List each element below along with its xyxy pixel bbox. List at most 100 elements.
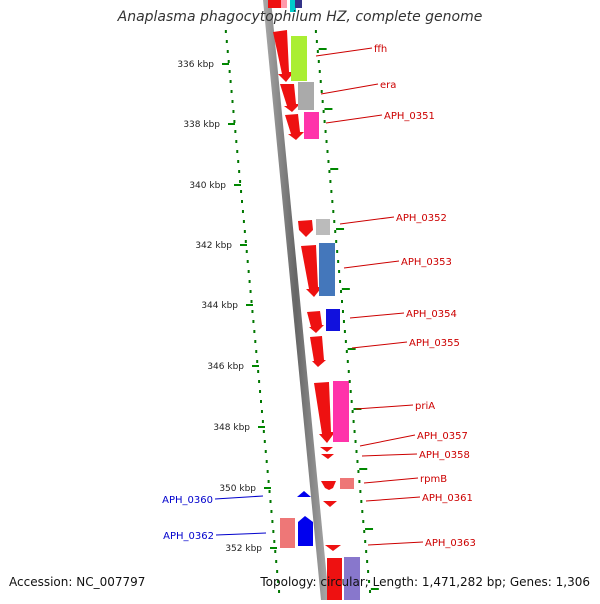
gene-label[interactable]: APH_0358 [419,450,470,461]
gene-label[interactable]: APH_0361 [422,493,473,504]
ring-dot [325,140,328,143]
ring-dot [363,530,366,533]
ring-dot [353,430,356,433]
ruler-ticks: 336 kbp 338 kbp 340 kbp 342 kbp 344 kbp 346 k… [177,60,277,554]
ring-dot [245,250,248,253]
ring-dot [274,550,277,553]
forward-feature-track [281,0,360,600]
feature-block [333,381,349,442]
ring-dash [318,48,327,50]
ring-dot [229,80,232,83]
ring-dot [367,570,370,573]
ring-dot [359,490,362,493]
ring-dot [323,120,326,123]
ring-dot [277,580,280,583]
gene-leader-line [367,541,424,546]
ruler-tick [252,365,259,367]
gene-label[interactable]: APH_0354 [406,309,457,320]
ruler-tick [240,244,247,246]
ring-dot [226,50,229,53]
ring-dot [324,130,327,133]
ring-dot [351,410,354,413]
ring-dot [349,390,352,393]
genome-backbone [263,0,329,600]
cds-arrow [321,481,336,490]
ring-dot [321,100,324,103]
gene-leader-line [325,114,383,124]
ring-dot [333,220,336,223]
feature-block [304,112,319,139]
gene-label[interactable]: APH_0353 [401,257,452,268]
ring-dot [261,420,264,423]
ring-dot [338,270,341,273]
ring-dot [269,500,272,503]
ring-dot [238,170,241,173]
cds-arrow [314,382,335,443]
gene-leader-line [320,83,379,95]
ring-dot [341,310,344,313]
ring-dash [336,228,345,230]
ring-dot [251,310,254,313]
ring-dot [227,60,230,63]
topology-label: Topology: circular; Length: 1,471,282 bp… [260,575,590,589]
ring-dot [336,250,339,253]
ring-dot [339,280,342,283]
cds-block [327,558,342,600]
ring-dot [230,90,233,93]
ring-dot [233,120,236,123]
ring-dot [254,340,257,343]
cds-block [268,0,282,8]
gene-label[interactable]: APH_0363 [425,538,476,549]
feature-block [316,219,330,235]
gene-leader-line [355,404,414,410]
ring-dot [260,400,262,403]
gene-leader-line [359,434,416,447]
ring-dot [329,180,332,183]
gene-label[interactable]: ffh [374,44,387,55]
gene-label[interactable]: APH_0360 [162,495,213,506]
gene-label[interactable]: APH_0355 [409,338,460,349]
ring-dash [370,588,379,590]
cds-arrow [310,336,326,367]
ring-dot [348,380,351,383]
ring-dot [268,490,271,493]
gene-label[interactable]: APH_0352 [396,213,447,224]
ruler-tick [234,184,241,186]
ring-dot [241,200,243,203]
ring-dot [260,410,263,413]
ring-dot [335,240,338,243]
gene-label[interactable]: era [380,80,396,91]
ring-dash [324,108,333,110]
ring-dot [236,150,239,153]
gene-label[interactable]: APH_0357 [417,431,468,442]
gene-label[interactable]: APH_0351 [384,111,435,122]
forward-cds-track [268,0,342,600]
ring-dot [369,590,372,593]
ring-dot [240,190,243,193]
ruler-tick-label: 346 kbp [207,362,244,372]
feature-block [295,0,302,8]
ring-dot [334,230,337,233]
gene-leader-line [351,341,408,349]
ruler-tick [264,487,271,489]
cds-arrow [280,84,300,112]
ruler-tick-label: 344 kbp [201,301,238,311]
cds-arrow [321,454,334,459]
ring-dash [359,468,368,470]
gene-label[interactable]: rpmB [420,474,447,485]
gene-leader-line [365,496,421,502]
ring-dot [263,440,266,443]
ring-dot [250,300,253,303]
gene-label[interactable]: priA [415,401,435,412]
ring-dot [354,440,357,443]
cds-arrow [301,245,322,297]
cds-arrow [307,311,324,333]
ring-dot [347,370,350,373]
gene-label[interactable]: APH_0362 [163,531,214,542]
ring-dot [326,150,329,153]
ring-dot [272,530,275,533]
feature-block [290,0,296,12]
ruler-tick [228,123,235,125]
